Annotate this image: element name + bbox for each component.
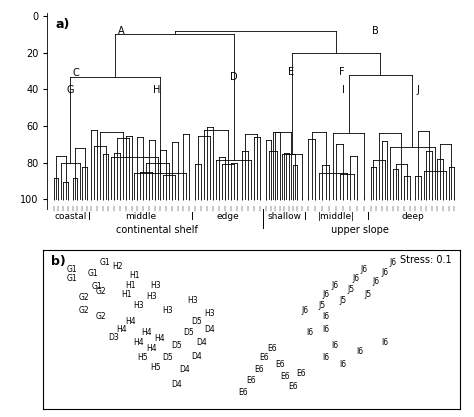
Text: D5: D5 [163,354,173,362]
Text: H3: H3 [150,281,161,289]
Text: E6: E6 [296,369,306,378]
Text: E6: E6 [259,354,269,362]
Text: D5: D5 [171,341,182,350]
Text: B: B [372,26,378,36]
Text: H1: H1 [121,290,131,299]
Text: J5: J5 [319,301,326,310]
Text: continental shelf: continental shelf [116,226,198,236]
Text: |middle|: |middle| [318,211,355,221]
Text: I6: I6 [381,338,388,347]
Text: G1: G1 [91,282,102,291]
Text: H3: H3 [188,296,198,305]
Text: J6: J6 [352,274,359,283]
Text: H4: H4 [125,317,136,326]
Text: upper slope: upper slope [331,226,389,236]
Text: H3: H3 [133,301,144,310]
Text: H1: H1 [129,271,140,280]
Text: J5: J5 [348,285,355,294]
Text: I6: I6 [331,341,338,350]
Text: E6: E6 [280,372,290,382]
Text: A: A [118,26,124,36]
Text: H4: H4 [133,338,144,347]
Text: G1: G1 [87,269,98,279]
Text: I6: I6 [323,325,330,334]
Text: J6: J6 [302,306,309,315]
Text: H5: H5 [150,363,161,372]
Text: E: E [288,67,294,77]
Text: D4: D4 [191,352,202,361]
Text: G2: G2 [96,312,106,321]
Text: E6: E6 [275,360,285,369]
Text: J6: J6 [373,277,380,286]
Text: I6: I6 [323,354,330,362]
Text: G2: G2 [96,287,106,296]
Text: I6: I6 [356,347,363,356]
Text: edge: edge [217,211,239,221]
Text: J: J [417,85,419,95]
Text: I6: I6 [323,312,330,321]
Text: F: F [339,67,345,77]
Text: E6: E6 [267,344,277,353]
Text: H1: H1 [125,281,136,289]
Text: shallow: shallow [267,211,301,221]
Text: D4: D4 [204,325,215,334]
Text: G2: G2 [79,293,90,302]
Text: G2: G2 [79,306,90,315]
Text: H3: H3 [204,309,215,318]
Text: a): a) [56,18,70,31]
Text: H4: H4 [142,328,152,337]
Text: H: H [153,85,160,95]
Text: H5: H5 [137,354,148,362]
Text: deep: deep [401,211,424,221]
Text: E6: E6 [246,376,256,384]
Text: G1: G1 [66,265,77,274]
Text: D4: D4 [179,364,190,374]
Text: Stress: 0.1: Stress: 0.1 [400,255,451,265]
Text: H2: H2 [112,261,123,271]
Text: I6: I6 [306,328,313,337]
Text: H4: H4 [154,334,165,344]
Text: middle: middle [125,211,156,221]
Text: G1: G1 [66,274,77,283]
Text: b): b) [51,255,66,268]
Text: J6: J6 [360,265,367,274]
Text: I: I [342,85,345,95]
Text: E6: E6 [255,364,264,374]
Text: D5: D5 [191,317,202,326]
Text: E6: E6 [288,382,298,391]
Text: J6: J6 [331,281,338,289]
Text: E6: E6 [238,388,248,397]
Text: D: D [229,72,237,82]
Text: H4: H4 [146,344,156,353]
Text: J6: J6 [323,290,330,299]
Text: D3: D3 [108,333,119,342]
Text: J5: J5 [339,296,346,305]
Text: C: C [73,68,79,78]
Text: J6: J6 [390,259,397,267]
Text: H4: H4 [117,325,127,334]
Text: D4: D4 [196,338,207,347]
Text: D5: D5 [183,328,194,337]
Text: J6: J6 [381,268,388,277]
Text: H3: H3 [163,306,173,315]
Text: J5: J5 [365,290,372,299]
Text: I6: I6 [339,360,346,369]
Text: coastal: coastal [54,211,87,221]
Text: H3: H3 [146,291,156,301]
Text: G1: G1 [100,259,110,267]
Text: G: G [66,85,73,95]
Text: D4: D4 [171,380,182,389]
